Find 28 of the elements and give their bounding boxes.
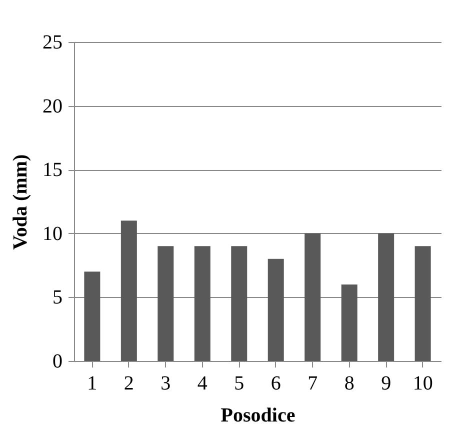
x-tick-label: 10	[412, 372, 433, 394]
bar	[194, 246, 210, 361]
bar	[120, 220, 137, 361]
x-tick-label: 3	[160, 372, 171, 394]
y-tick-label: 5	[52, 286, 62, 309]
y-axis-title: Voda (mm)	[10, 154, 32, 250]
bar	[231, 246, 248, 361]
bar	[304, 233, 321, 361]
x-tick-label: 6	[270, 372, 281, 394]
x-tick-label: 8	[344, 372, 354, 394]
x-tick-label: 4	[197, 372, 208, 394]
bar	[158, 246, 174, 361]
bar	[341, 284, 358, 361]
bar	[84, 272, 100, 361]
x-axis-title: Posodice	[220, 404, 296, 426]
x-tick-label: 1	[87, 372, 98, 394]
bar	[414, 246, 431, 361]
x-tick-label: 9	[381, 372, 392, 394]
y-tick-label: 0	[52, 350, 62, 372]
y-tick-label: 15	[42, 159, 62, 182]
x-tick-label: 2	[124, 372, 134, 394]
y-tick-label: 20	[42, 95, 62, 118]
bar	[378, 233, 394, 361]
y-tick-label: 10	[42, 222, 62, 245]
bar	[268, 258, 284, 361]
x-tick-label: 7	[308, 372, 318, 394]
x-tick-label: 5	[234, 372, 244, 394]
y-tick-label: 25	[42, 32, 62, 54]
